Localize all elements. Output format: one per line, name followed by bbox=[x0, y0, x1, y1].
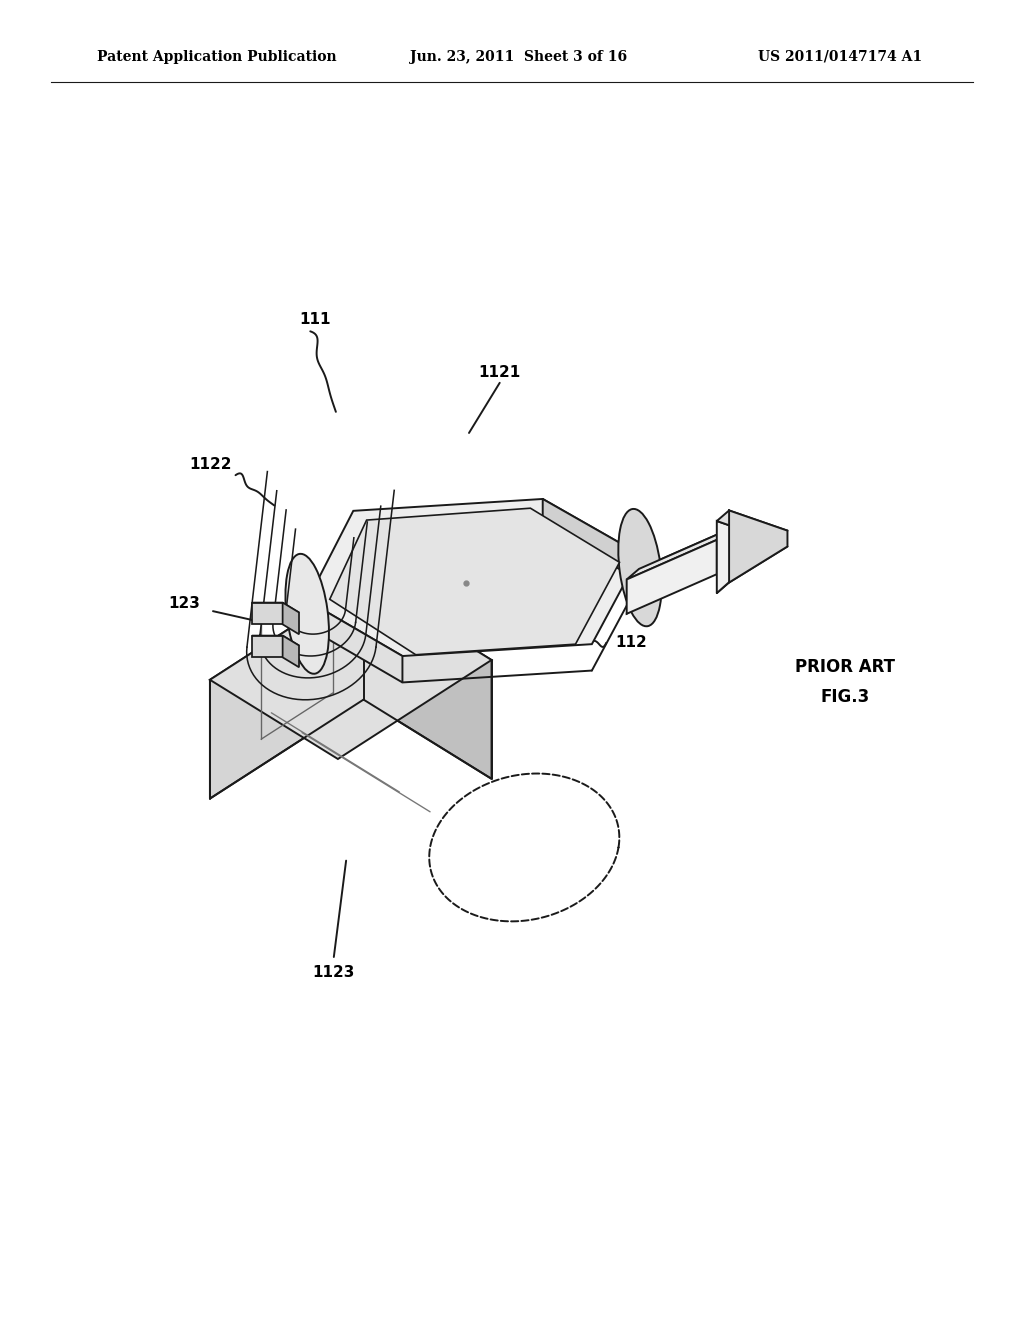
Text: 112: 112 bbox=[614, 635, 647, 651]
Polygon shape bbox=[252, 636, 299, 645]
Polygon shape bbox=[210, 581, 364, 799]
Polygon shape bbox=[283, 636, 299, 668]
Text: Patent Application Publication: Patent Application Publication bbox=[97, 50, 337, 63]
Polygon shape bbox=[283, 602, 299, 634]
Text: 123: 123 bbox=[168, 595, 201, 611]
Ellipse shape bbox=[618, 510, 662, 626]
Text: PRIOR ART: PRIOR ART bbox=[795, 657, 895, 676]
Polygon shape bbox=[543, 499, 640, 581]
Text: 1121: 1121 bbox=[478, 364, 521, 380]
Polygon shape bbox=[252, 602, 283, 624]
Polygon shape bbox=[364, 581, 492, 779]
Polygon shape bbox=[627, 529, 729, 579]
Text: 1123: 1123 bbox=[312, 965, 355, 981]
Polygon shape bbox=[307, 499, 640, 656]
Ellipse shape bbox=[286, 554, 329, 673]
Text: 1122: 1122 bbox=[189, 457, 232, 473]
Polygon shape bbox=[307, 601, 402, 682]
Polygon shape bbox=[252, 636, 283, 657]
Polygon shape bbox=[729, 511, 787, 582]
Polygon shape bbox=[252, 602, 299, 612]
Polygon shape bbox=[717, 511, 787, 541]
Text: 111: 111 bbox=[300, 312, 331, 327]
Text: FIG.3: FIG.3 bbox=[820, 688, 869, 706]
Polygon shape bbox=[717, 521, 775, 593]
Polygon shape bbox=[330, 508, 620, 655]
Text: US 2011/0147174 A1: US 2011/0147174 A1 bbox=[758, 50, 922, 63]
Polygon shape bbox=[627, 540, 717, 614]
Polygon shape bbox=[210, 581, 492, 759]
Text: Jun. 23, 2011  Sheet 3 of 16: Jun. 23, 2011 Sheet 3 of 16 bbox=[410, 50, 627, 63]
